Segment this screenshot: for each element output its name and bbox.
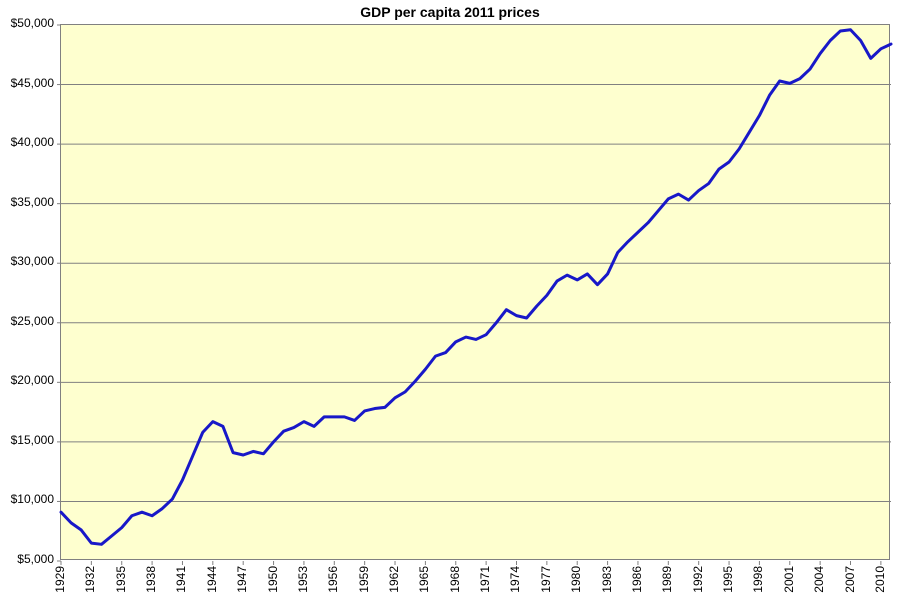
y-tick-label: $35,000 (0, 195, 54, 209)
x-tick-label: 1959 (357, 566, 371, 593)
data-line (61, 30, 891, 545)
x-tick-label: 1938 (144, 566, 158, 593)
y-tick-label: $50,000 (0, 16, 54, 30)
x-tick-label: 1932 (83, 566, 97, 593)
x-tick-label: 2010 (873, 566, 887, 593)
x-tick-label: 1980 (569, 566, 583, 593)
y-tick-label: $10,000 (0, 492, 54, 506)
x-tick-label: 2001 (782, 566, 796, 593)
y-tick-label: $20,000 (0, 373, 54, 387)
x-tick-label: 1956 (326, 566, 340, 593)
x-tick-label: 1962 (387, 566, 401, 593)
x-tick-label: 1989 (660, 566, 674, 593)
chart-title: GDP per capita 2011 prices (0, 4, 900, 20)
x-tick-label: 1986 (630, 566, 644, 593)
y-tick-label: $15,000 (0, 433, 54, 447)
x-tick-label: 1953 (296, 566, 310, 593)
plot-area (60, 24, 890, 560)
y-tick-label: $45,000 (0, 76, 54, 90)
x-tick-label: 1929 (53, 566, 67, 593)
x-tick-label: 1950 (266, 566, 280, 593)
x-tick-label: 1941 (174, 566, 188, 593)
x-tick-label: 1944 (205, 566, 219, 593)
x-tick-label: 1995 (721, 566, 735, 593)
x-tick-label: 2007 (843, 566, 857, 593)
y-tick-label: $30,000 (0, 254, 54, 268)
x-tick-label: 1968 (448, 566, 462, 593)
plot-svg (61, 25, 891, 561)
y-tick-label: $40,000 (0, 135, 54, 149)
x-tick-label: 1977 (539, 566, 553, 593)
x-tick-label: 1974 (508, 566, 522, 593)
x-tick-label: 1935 (114, 566, 128, 593)
x-tick-label: 1971 (478, 566, 492, 593)
x-tick-label: 1983 (600, 566, 614, 593)
y-tick-label: $5,000 (0, 552, 54, 566)
x-tick-label: 1992 (691, 566, 705, 593)
x-tick-label: 1965 (417, 566, 431, 593)
y-tick-label: $25,000 (0, 314, 54, 328)
x-tick-label: 1998 (751, 566, 765, 593)
x-tick-label: 1947 (235, 566, 249, 593)
x-tick-label: 2004 (812, 566, 826, 593)
